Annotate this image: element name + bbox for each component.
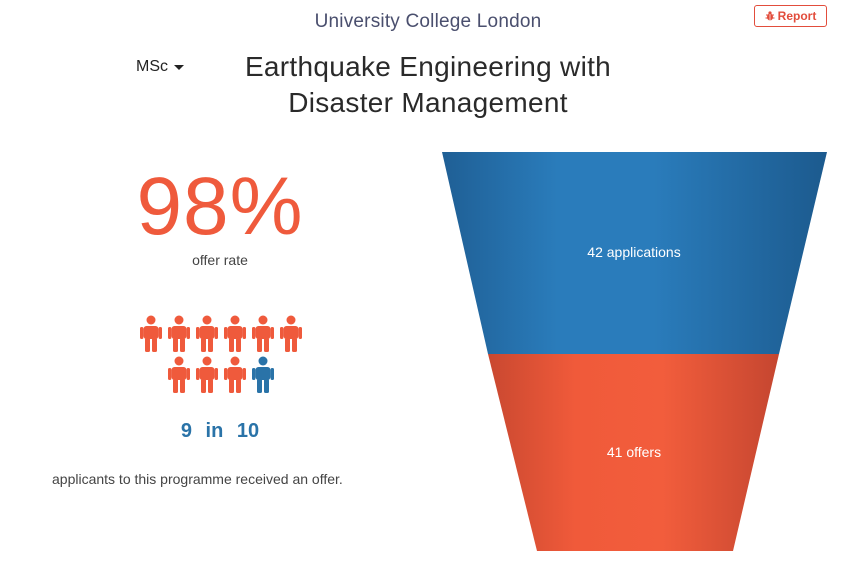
offer-caption: applicants to this programme received an… [52,471,343,487]
person-icon [280,315,302,352]
person-icon [196,356,218,393]
funnel-segment-applications [442,152,827,354]
university-name: University College London [314,11,542,32]
report-button[interactable]: Report [754,5,827,27]
person-icon [168,356,190,393]
degree-dropdown[interactable]: MSc [136,58,184,76]
funnel-label-applications: 42 applications [587,244,680,260]
offer-rate-label: offer rate [192,252,248,268]
bug-icon [765,11,775,21]
programme-title: Earthquake Engineering with Disaster Man… [244,51,612,118]
ratio-denominator: 10 [236,420,260,442]
offer-rate-value: 98% [136,161,304,252]
report-label: Report [777,9,817,23]
degree-selected: MSc [136,58,168,75]
funnel-segment-offers [488,354,779,551]
person-icon [252,315,274,352]
ratio-word: in [205,420,224,442]
ratio-numerator: 9 [180,420,192,442]
person-icon [224,315,246,352]
person-icon [140,315,162,352]
chevron-down-icon [174,65,184,70]
person-icon [196,315,218,352]
person-icon [168,315,190,352]
person-icon [252,356,274,393]
person-icon [224,356,246,393]
offer-ratio: 9 in 10 [60,420,380,443]
funnel-label-offers: 41 offers [607,444,661,460]
